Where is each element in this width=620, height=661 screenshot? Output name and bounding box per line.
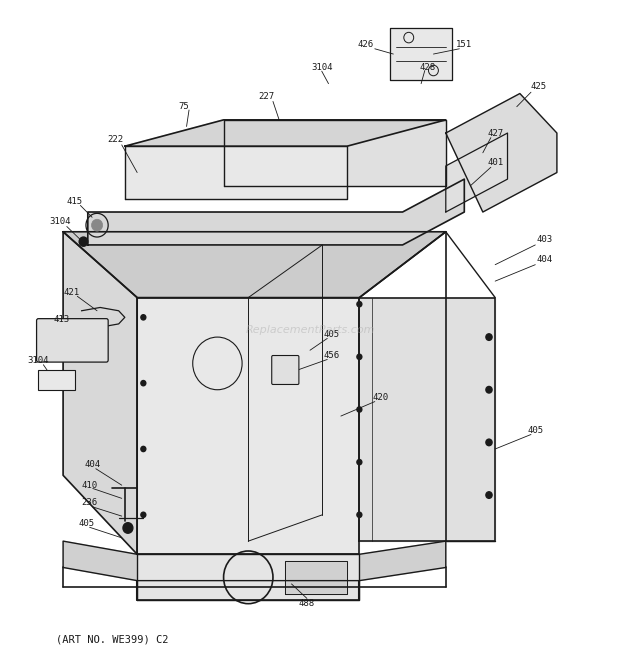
Text: 3104: 3104 bbox=[28, 356, 49, 365]
FancyBboxPatch shape bbox=[37, 319, 108, 362]
FancyBboxPatch shape bbox=[272, 356, 299, 385]
Text: ReplacementParts.com: ReplacementParts.com bbox=[246, 325, 374, 336]
Circle shape bbox=[486, 387, 492, 393]
Polygon shape bbox=[125, 120, 446, 146]
Circle shape bbox=[141, 381, 146, 386]
Text: 404: 404 bbox=[85, 460, 101, 469]
Circle shape bbox=[123, 523, 133, 533]
Circle shape bbox=[141, 512, 146, 518]
Text: (ART NO. WE399) C2: (ART NO. WE399) C2 bbox=[56, 635, 169, 645]
Text: 426: 426 bbox=[358, 40, 374, 49]
Polygon shape bbox=[446, 94, 557, 212]
Text: 421: 421 bbox=[63, 288, 79, 297]
Circle shape bbox=[141, 315, 146, 320]
Polygon shape bbox=[137, 555, 360, 600]
Text: 405: 405 bbox=[527, 426, 543, 435]
Bar bbox=[38, 370, 76, 390]
Text: 413: 413 bbox=[53, 315, 69, 325]
Text: 425: 425 bbox=[530, 83, 546, 91]
Circle shape bbox=[357, 512, 362, 518]
Text: 151: 151 bbox=[456, 40, 472, 49]
Text: 403: 403 bbox=[536, 235, 552, 244]
Text: 401: 401 bbox=[487, 158, 503, 167]
Text: 75: 75 bbox=[178, 102, 189, 111]
Circle shape bbox=[357, 407, 362, 412]
Polygon shape bbox=[224, 120, 446, 186]
Polygon shape bbox=[125, 146, 347, 199]
Text: 404: 404 bbox=[536, 255, 552, 264]
Text: 3104: 3104 bbox=[312, 63, 333, 71]
Circle shape bbox=[357, 459, 362, 465]
Polygon shape bbox=[137, 297, 360, 555]
Text: 405: 405 bbox=[79, 519, 95, 528]
Text: 427: 427 bbox=[487, 128, 503, 137]
Polygon shape bbox=[446, 133, 508, 212]
Text: 3104: 3104 bbox=[49, 217, 71, 227]
Text: 415: 415 bbox=[66, 197, 82, 206]
Text: 428: 428 bbox=[419, 63, 435, 71]
Circle shape bbox=[141, 446, 146, 451]
Circle shape bbox=[92, 219, 103, 231]
Text: 420: 420 bbox=[373, 393, 389, 402]
Polygon shape bbox=[390, 28, 452, 81]
Polygon shape bbox=[63, 541, 446, 580]
Circle shape bbox=[486, 439, 492, 446]
Text: 410: 410 bbox=[82, 481, 98, 490]
Polygon shape bbox=[88, 179, 464, 245]
Text: 456: 456 bbox=[324, 351, 340, 360]
Circle shape bbox=[357, 354, 362, 360]
Circle shape bbox=[486, 334, 492, 340]
Text: 488: 488 bbox=[299, 599, 315, 608]
Text: 236: 236 bbox=[82, 498, 98, 508]
Circle shape bbox=[357, 301, 362, 307]
Text: 222: 222 bbox=[107, 135, 123, 144]
Text: 405: 405 bbox=[324, 330, 340, 339]
Circle shape bbox=[486, 492, 492, 498]
Polygon shape bbox=[360, 297, 495, 541]
Polygon shape bbox=[285, 561, 347, 594]
Text: 227: 227 bbox=[259, 93, 275, 101]
Polygon shape bbox=[63, 232, 137, 555]
Polygon shape bbox=[63, 232, 446, 297]
Circle shape bbox=[79, 237, 88, 247]
